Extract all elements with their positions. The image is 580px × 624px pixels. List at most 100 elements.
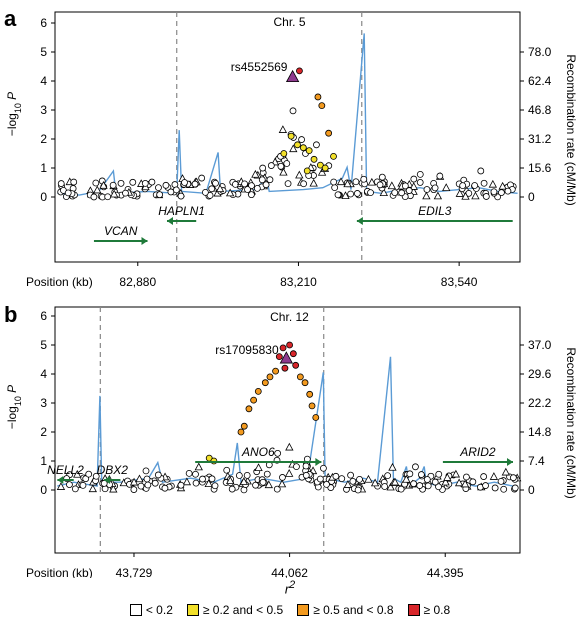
snp-marker: [279, 344, 287, 352]
snp-marker: [243, 471, 251, 479]
snp-marker: [283, 160, 291, 167]
snp-marker: [390, 477, 400, 486]
y-axis-label-part: P: [5, 92, 19, 103]
snp-marker: [117, 179, 125, 187]
snp-marker: [245, 405, 253, 413]
snp-marker: [252, 481, 259, 489]
x-tick-label: 43,729: [116, 566, 153, 578]
gene-label: NELL2: [47, 463, 84, 477]
snp-marker: [211, 482, 219, 490]
snp-marker: [161, 484, 169, 492]
snp-marker: [378, 173, 386, 181]
panel-b: b Chr. 12 0 1 2 3 4 5 6 −log10 P 0 7.4 14.8 22.2 29.6 3…: [4, 302, 578, 578]
snp-marker: [280, 150, 288, 157]
snp-marker: [455, 189, 464, 197]
snp-marker: [384, 472, 392, 480]
snp-marker: [416, 170, 424, 178]
snp-marker: [501, 467, 511, 476]
snp-marker: [332, 472, 340, 480]
snp-marker: [262, 181, 270, 189]
snp-marker: [263, 470, 271, 478]
snp-marker: [177, 192, 185, 200]
snp-marker: [259, 164, 267, 172]
snp-marker: [289, 144, 298, 153]
panel-letter: a: [4, 6, 17, 31]
snp-marker: [191, 180, 199, 188]
snp-marker: [469, 478, 477, 486]
snp-marker: [331, 184, 339, 192]
snp-marker: [353, 190, 361, 197]
y-axis-label-sub: 10: [13, 396, 23, 406]
snp-marker: [284, 180, 292, 188]
snp-marker: [93, 185, 102, 194]
snp-marker: [109, 484, 118, 493]
right-tick-label: 46.8: [528, 103, 552, 117]
snp-marker: [206, 191, 214, 199]
y-axis-label-right: Recombination rate (cM/Mb): [564, 347, 578, 498]
snp-marker: [412, 463, 419, 471]
y-axis-label-right: Recombination rate (cM/Mb): [564, 54, 578, 205]
chart-title: Chr. 12: [270, 310, 309, 324]
snp-marker: [228, 485, 236, 493]
snp-marker: [137, 482, 145, 490]
y-tick-label: 6: [40, 309, 47, 323]
snp-marker: [267, 162, 275, 169]
snp-marker: [316, 161, 324, 169]
snp-marker: [313, 141, 320, 149]
y-tick-label: 4: [40, 367, 47, 381]
snp-marker: [192, 479, 200, 487]
y-tick-label: 2: [40, 132, 47, 146]
legend-title: r2: [0, 579, 580, 596]
snp-marker: [301, 379, 309, 387]
snp-marker: [181, 179, 188, 186]
lead-snp-marker: [279, 351, 294, 364]
y-tick-label: 5: [40, 45, 47, 59]
snp-marker: [109, 181, 117, 189]
snp-marker: [463, 473, 470, 481]
right-tick-label: 15.6: [528, 161, 552, 175]
snp-marker: [299, 144, 307, 152]
snp-marker: [104, 193, 112, 201]
snp-marker: [85, 470, 93, 478]
snp-marker: [289, 107, 297, 115]
snp-marker: [237, 428, 245, 436]
snp-marker: [480, 473, 488, 480]
snp-marker: [431, 184, 439, 192]
snp-marker: [330, 178, 338, 186]
right-tick-label: 0: [528, 483, 535, 497]
snp-marker: [491, 484, 499, 492]
snp-marker: [498, 189, 505, 196]
snp-marker: [266, 176, 274, 184]
y-tick-label: 1: [40, 454, 47, 468]
plot-frame: [54, 11, 521, 263]
snp-marker: [459, 182, 467, 190]
right-tick-label: 37.0: [528, 338, 552, 352]
lead-snp-label: rs17095830: [215, 343, 279, 357]
gene-label: ARID2: [459, 445, 496, 459]
plot-frame: [54, 306, 521, 554]
snp-marker: [155, 184, 162, 192]
snp-marker: [423, 476, 431, 483]
snp-marker: [264, 480, 273, 489]
snp-marker: [92, 472, 100, 480]
snp-marker: [435, 483, 442, 491]
x-axis-label: Position (kb): [26, 566, 93, 578]
snp-marker: [330, 152, 337, 160]
snp-marker: [275, 353, 283, 361]
snp-marker: [410, 175, 418, 183]
snp-marker: [156, 191, 164, 199]
snp-marker: [320, 464, 327, 472]
snp-marker: [381, 483, 389, 490]
snp-marker: [144, 481, 152, 489]
y-tick-label: 0: [40, 483, 47, 497]
snp-marker: [325, 129, 333, 137]
snp-marker: [405, 187, 413, 194]
right-tick-label: 78.0: [528, 45, 552, 59]
y-tick-label: 5: [40, 338, 47, 352]
snp-marker: [198, 174, 206, 182]
snp-marker: [239, 477, 249, 485]
snp-marker: [279, 167, 288, 176]
snp-marker: [272, 367, 279, 375]
snp-marker: [64, 189, 72, 197]
snp-marker: [298, 136, 305, 143]
